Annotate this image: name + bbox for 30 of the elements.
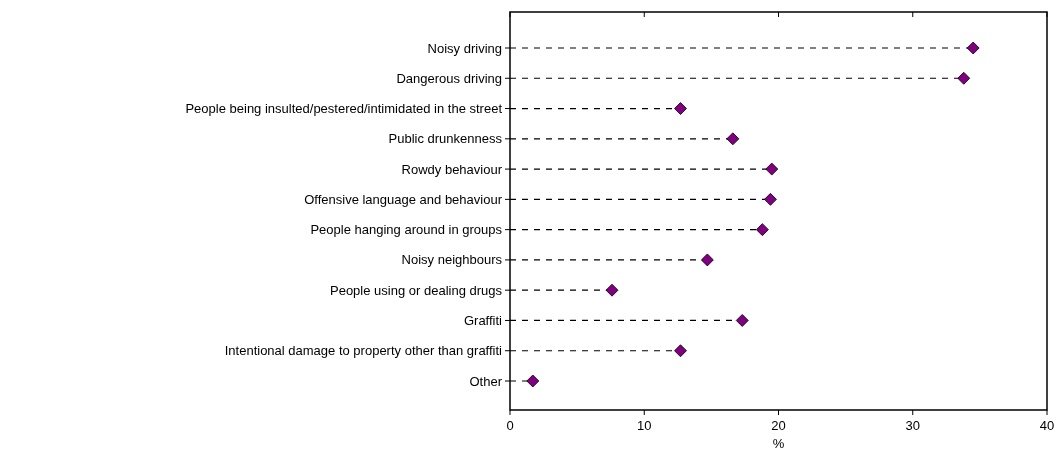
x-tick-label: 0 [506, 418, 514, 433]
y-tick-label: Dangerous driving [396, 70, 502, 86]
y-tick-label: Noisy neighbours [401, 252, 503, 268]
y-tick-label: People hanging around in groups [310, 222, 503, 238]
point [755, 223, 769, 237]
point [605, 283, 619, 297]
y-tick-label: Rowdy behaviour [401, 161, 503, 177]
point [966, 41, 980, 55]
x-tick-label: 40 [1039, 418, 1055, 433]
point [700, 253, 714, 267]
point [526, 374, 540, 388]
point [735, 314, 749, 327]
point [765, 162, 779, 176]
point [726, 132, 740, 146]
y-tick-label: Graffiti [463, 312, 503, 328]
x-tick-label: 30 [905, 418, 920, 433]
point [957, 71, 971, 85]
y-tick-label: People being insulted/pestered/intimidated in the street [185, 101, 503, 117]
x-tick-label: 20 [771, 418, 786, 433]
x-tick-label: 10 [637, 418, 652, 433]
y-tick-label: Other [469, 373, 503, 389]
point [674, 344, 687, 358]
y-tick-label: Intentional damage to property other than graffiti [224, 343, 503, 359]
y-tick-label: Noisy driving [427, 40, 502, 56]
y-tick-label: People using or dealing drugs [329, 282, 503, 298]
point [764, 192, 777, 206]
point [674, 102, 687, 115]
x-axis-title: % [772, 436, 785, 451]
y-tick-label: Public drunkenness [388, 131, 503, 147]
y-tick-label: Offensive language and behaviour [304, 191, 503, 207]
